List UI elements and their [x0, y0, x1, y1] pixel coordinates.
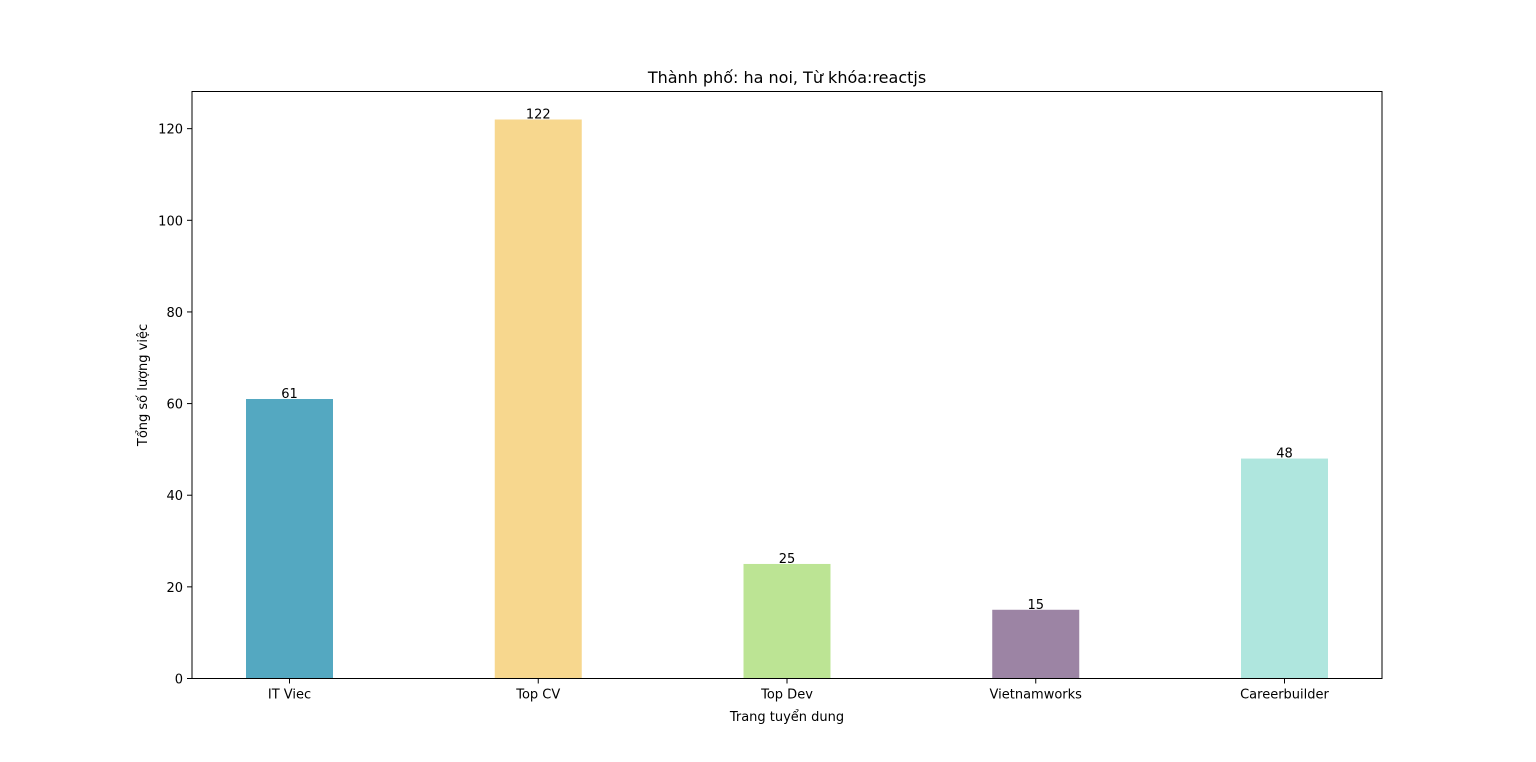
y-tick-label: 100 [158, 214, 183, 229]
bar-top-cv [494, 119, 582, 679]
value-label: 61 [281, 387, 298, 402]
bar-it-viec [246, 398, 333, 679]
x-tick-label: IT Viec [268, 688, 311, 703]
plot-area-frame [191, 91, 1383, 679]
y-tick-label: 60 [166, 398, 183, 413]
bar-vietnamworks [992, 609, 1080, 679]
value-labels-group: 61 122 25 15 48 [281, 107, 1293, 612]
value-label: 25 [779, 552, 796, 567]
x-tick-label: Top Dev [760, 688, 813, 703]
y-tick-label: 20 [166, 581, 183, 596]
x-tick-label: Careerbuilder [1240, 688, 1329, 703]
y-axis-ticks: 0 20 40 60 80 100 120 [158, 123, 192, 688]
value-label: 48 [1276, 447, 1293, 462]
bar-careerbuilder [1241, 458, 1328, 679]
y-axis-label: Tổng số lượng việc [136, 324, 151, 447]
y-tick-label: 80 [166, 306, 183, 321]
x-axis-ticks: IT Viec Top CV Top Dev Vietnamworks Careerbu… [268, 678, 1330, 703]
y-tick-label: 40 [166, 489, 183, 504]
x-axis-label: Trang tuyển dung [729, 710, 844, 725]
value-label: 15 [1027, 598, 1044, 613]
x-tick-label: Vietnamworks [990, 688, 1083, 703]
chart-title: Thành phố: ha noi, Từ khóa:reactjs [647, 68, 926, 87]
y-tick-label: 0 [175, 673, 183, 688]
bar-top-dev [743, 563, 831, 679]
y-tick-label: 120 [158, 123, 183, 138]
x-tick-label: Top CV [515, 688, 560, 703]
value-label: 122 [526, 107, 551, 122]
bars-group [246, 119, 1328, 679]
